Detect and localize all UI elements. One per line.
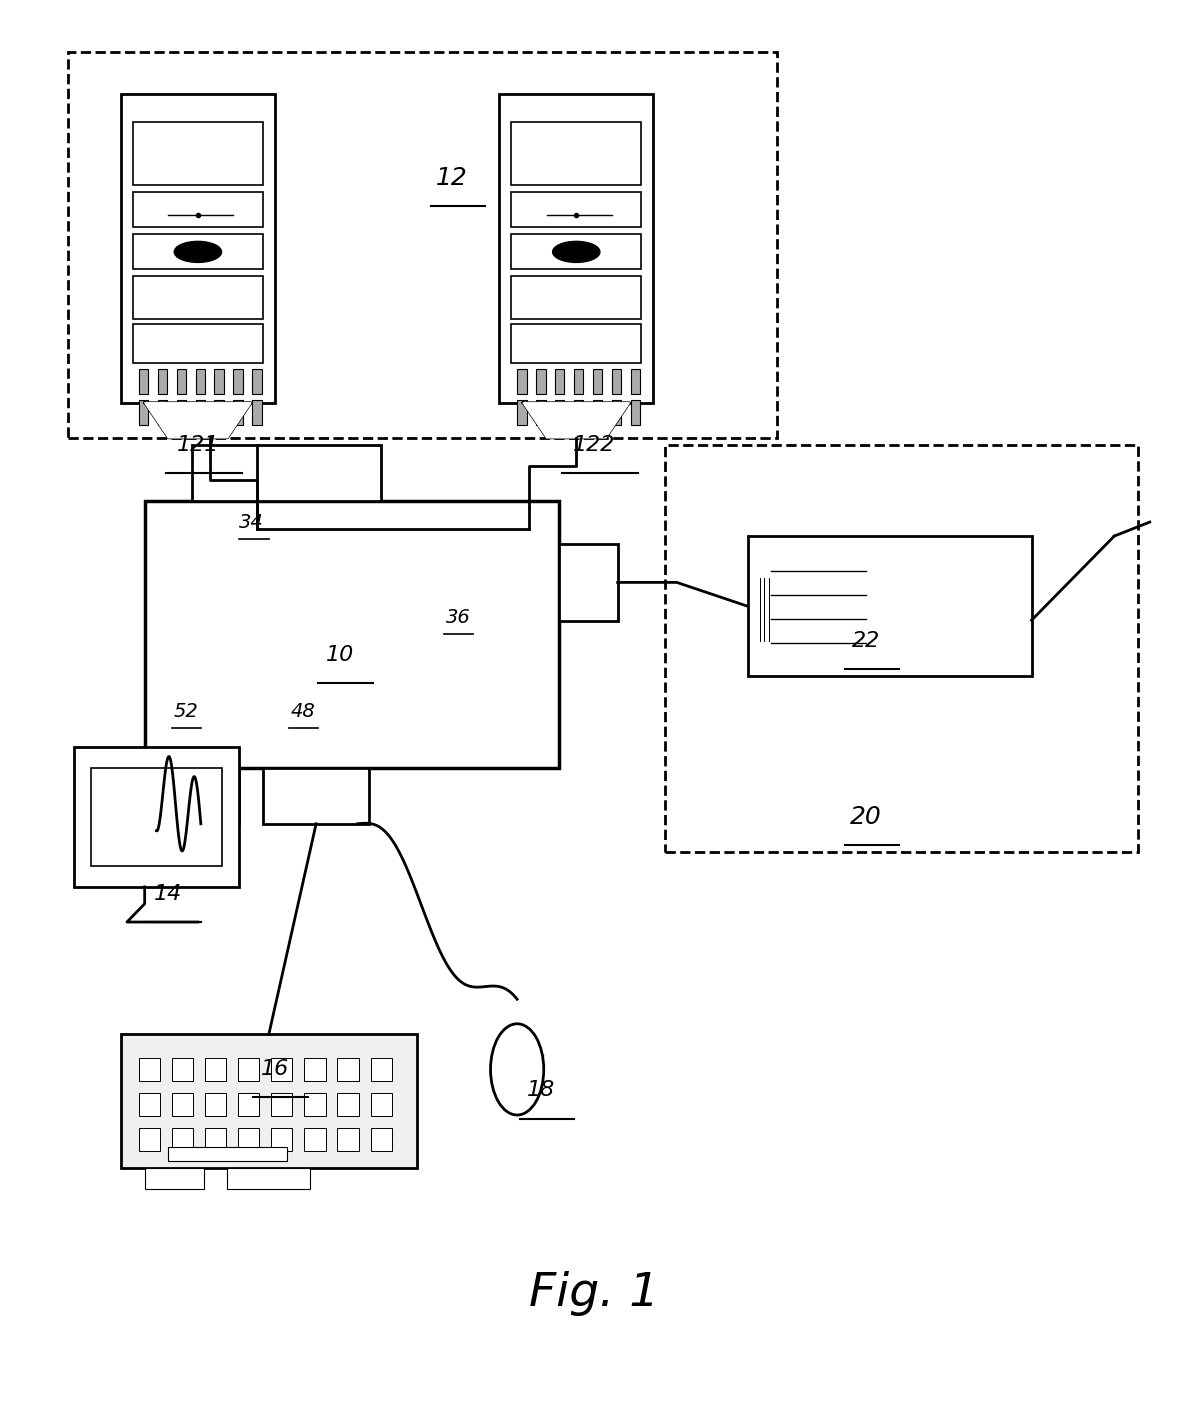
- Bar: [271, 1058, 292, 1081]
- Text: 48: 48: [291, 702, 316, 721]
- Bar: [631, 400, 640, 426]
- Bar: [233, 400, 242, 426]
- Text: 122: 122: [573, 435, 615, 455]
- Bar: [121, 1034, 417, 1168]
- Bar: [145, 1168, 204, 1189]
- Bar: [263, 768, 369, 824]
- Bar: [133, 234, 263, 269]
- Bar: [139, 1129, 160, 1151]
- Ellipse shape: [491, 1024, 544, 1115]
- Bar: [252, 369, 261, 395]
- Bar: [337, 1058, 359, 1081]
- Bar: [517, 400, 526, 426]
- Bar: [304, 1058, 326, 1081]
- Bar: [238, 1129, 259, 1151]
- Bar: [215, 369, 223, 395]
- Bar: [747, 535, 1031, 676]
- Bar: [304, 1129, 326, 1151]
- Bar: [158, 369, 168, 395]
- Bar: [206, 1129, 226, 1151]
- Bar: [158, 400, 168, 426]
- Bar: [206, 1058, 226, 1081]
- Bar: [612, 400, 621, 426]
- Bar: [238, 1093, 259, 1116]
- Bar: [169, 1147, 286, 1161]
- Bar: [172, 1093, 194, 1116]
- Bar: [139, 1093, 160, 1116]
- Bar: [631, 369, 640, 395]
- Bar: [196, 400, 206, 426]
- Bar: [574, 400, 583, 426]
- Bar: [511, 123, 642, 185]
- Bar: [238, 1058, 259, 1081]
- Bar: [517, 369, 526, 395]
- Bar: [227, 1168, 310, 1189]
- Bar: [511, 324, 642, 364]
- Text: 121: 121: [177, 435, 219, 455]
- Bar: [172, 1058, 194, 1081]
- Bar: [192, 445, 381, 502]
- Text: 20: 20: [851, 805, 881, 828]
- Bar: [593, 369, 602, 395]
- Bar: [121, 94, 274, 403]
- Bar: [233, 369, 242, 395]
- Bar: [511, 192, 642, 227]
- Text: Fig. 1: Fig. 1: [529, 1271, 659, 1316]
- Bar: [612, 369, 621, 395]
- Bar: [91, 768, 221, 867]
- Bar: [304, 1093, 326, 1116]
- Bar: [558, 544, 618, 621]
- Polygon shape: [523, 403, 630, 438]
- Bar: [139, 1058, 160, 1081]
- Bar: [133, 324, 263, 364]
- Bar: [499, 94, 653, 403]
- Text: 12: 12: [436, 166, 468, 190]
- Text: 52: 52: [173, 702, 198, 721]
- Bar: [593, 400, 602, 426]
- Bar: [196, 369, 206, 395]
- Bar: [172, 1129, 194, 1151]
- Bar: [252, 400, 261, 426]
- Bar: [133, 192, 263, 227]
- Bar: [555, 400, 564, 426]
- Text: 18: 18: [526, 1081, 555, 1100]
- Bar: [511, 234, 642, 269]
- Bar: [574, 369, 583, 395]
- Bar: [133, 123, 263, 185]
- Bar: [555, 369, 564, 395]
- Ellipse shape: [552, 241, 600, 262]
- Bar: [337, 1093, 359, 1116]
- Bar: [74, 747, 239, 886]
- Bar: [177, 400, 187, 426]
- Text: 10: 10: [326, 645, 354, 665]
- Bar: [511, 276, 642, 318]
- Bar: [665, 445, 1138, 852]
- Bar: [371, 1093, 392, 1116]
- Bar: [145, 502, 558, 768]
- Bar: [371, 1129, 392, 1151]
- Bar: [271, 1093, 292, 1116]
- Bar: [139, 400, 148, 426]
- Ellipse shape: [175, 241, 221, 262]
- Bar: [536, 369, 545, 395]
- Bar: [371, 1058, 392, 1081]
- Bar: [536, 400, 545, 426]
- Bar: [215, 400, 223, 426]
- Text: 14: 14: [154, 883, 183, 905]
- Bar: [271, 1129, 292, 1151]
- Bar: [163, 768, 239, 824]
- Bar: [68, 52, 777, 438]
- Text: 34: 34: [239, 513, 264, 531]
- Text: 16: 16: [260, 1060, 289, 1079]
- Bar: [133, 276, 263, 318]
- Bar: [177, 369, 187, 395]
- Text: 36: 36: [446, 609, 470, 627]
- Bar: [206, 1093, 226, 1116]
- Polygon shape: [145, 403, 251, 438]
- Bar: [337, 1129, 359, 1151]
- Bar: [139, 369, 148, 395]
- Text: 22: 22: [852, 631, 880, 651]
